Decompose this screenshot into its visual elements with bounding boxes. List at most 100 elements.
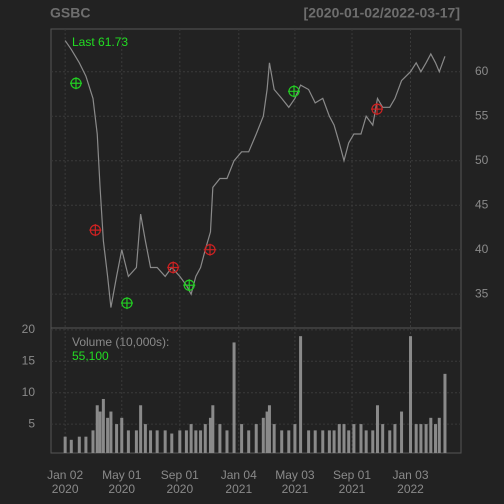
y-tick-label: 45 [475, 197, 489, 211]
volume-bar [375, 405, 379, 453]
volume-bar [163, 430, 167, 453]
sell-points-cross [89, 224, 102, 237]
volume-bar [381, 424, 385, 453]
volume-bar [443, 373, 447, 453]
y-tick-label: 50 [475, 153, 489, 167]
volume-bar [184, 430, 188, 453]
volume-bar [178, 430, 182, 453]
volume-title: Volume (10,000s): [72, 335, 169, 349]
volume-bar [126, 430, 130, 453]
buy-points-cross [120, 297, 133, 310]
x-tick-label: Sep 01 [333, 468, 371, 482]
chart-title: GSBC [50, 5, 90, 21]
volume-bar [254, 424, 258, 453]
volume-bar [347, 430, 351, 453]
volume-bar [247, 430, 251, 453]
volume-bar [208, 417, 212, 453]
x-tick-label: May 01 [102, 468, 142, 482]
volume-bar [424, 424, 428, 453]
buy-points-cross [183, 279, 196, 292]
volume-bar [134, 430, 138, 453]
volume-last: 55,100 [72, 349, 109, 363]
volume-tick-label: 20 [22, 322, 36, 336]
volume-tick-label: 5 [28, 416, 35, 430]
volume-tick-label: 15 [22, 353, 36, 367]
volume-bar [139, 405, 143, 453]
volume-bar [429, 417, 433, 453]
volume-bar [287, 430, 291, 453]
y-tick-label: 40 [475, 242, 489, 256]
volume-bar [84, 436, 88, 453]
buy-points-cross [70, 77, 83, 90]
volume-bar [400, 411, 404, 453]
volume-bar [143, 424, 147, 453]
volume-bar [437, 417, 441, 453]
x-tick-year: 2022 [397, 482, 424, 496]
volume-bar [313, 430, 317, 453]
volume-bar [414, 424, 418, 453]
volume-bar [352, 424, 356, 453]
volume-bar [388, 430, 392, 453]
volume-bar [218, 424, 222, 453]
last-price: Last 61.73 [72, 35, 128, 49]
volume-bar [393, 424, 397, 453]
volume-bar [261, 417, 265, 453]
volume-bar [337, 424, 341, 453]
sell-points-cross [371, 103, 384, 116]
volume-bar [364, 430, 368, 453]
volume-bar [327, 430, 331, 453]
x-tick-label: Jan 04 [221, 468, 257, 482]
date-range: [2020-01-02/2022-03-17] [304, 5, 460, 21]
volume-bar [155, 430, 159, 453]
y-tick-label: 35 [475, 286, 489, 300]
x-tick-label: Jan 02 [47, 468, 83, 482]
volume-bar [101, 398, 105, 453]
volume-bar [95, 405, 99, 453]
volume-bar [232, 342, 236, 453]
volume-bar [211, 405, 215, 453]
volume-bar [63, 436, 67, 453]
x-tick-year: 2021 [225, 482, 252, 496]
price-line [64, 40, 446, 308]
volume-bar [299, 336, 303, 453]
volume-bar [267, 405, 271, 453]
volume-bar [106, 417, 110, 453]
volume-bar [120, 417, 124, 453]
volume-bar [332, 430, 336, 453]
volume-bar [149, 430, 153, 453]
volume-bar [240, 424, 244, 453]
volume-bar [199, 430, 203, 453]
volume-bar [307, 430, 311, 453]
x-tick-label: Jan 03 [393, 468, 429, 482]
sell-points-cross [203, 243, 216, 256]
volume-bar [98, 411, 102, 453]
x-tick-year: 2020 [108, 482, 135, 496]
volume-bar [194, 430, 198, 453]
volume-bar [434, 424, 438, 453]
volume-bar [419, 424, 423, 453]
volume-bar [321, 430, 325, 453]
volume-tick-label: 10 [22, 385, 36, 399]
volume-bar [409, 336, 413, 453]
x-tick-year: 2021 [282, 482, 309, 496]
volume-bar [189, 424, 193, 453]
volume-bar [203, 424, 207, 453]
y-tick-label: 60 [475, 64, 489, 78]
volume-bar [225, 430, 229, 453]
sell-points-cross [167, 261, 180, 274]
volume-bar [109, 411, 113, 453]
volume-bar [77, 436, 81, 453]
volume-bar [115, 424, 119, 453]
x-tick-label: May 03 [275, 468, 315, 482]
volume-bar [265, 411, 269, 453]
buy-points-cross [287, 85, 300, 98]
y-tick-label: 55 [475, 108, 489, 122]
volume-bar [91, 430, 95, 453]
volume-bar [293, 424, 297, 453]
volume-bar [69, 439, 73, 453]
volume-bar [170, 433, 174, 453]
volume-bar [371, 430, 375, 453]
